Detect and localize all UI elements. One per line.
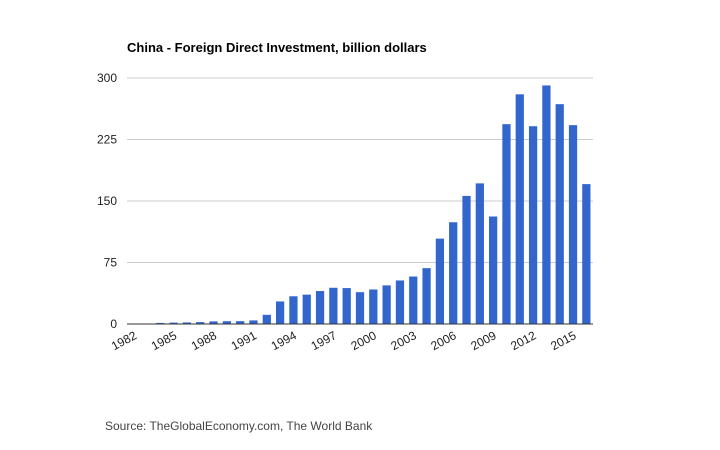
x-axis-ticks: 1982 1985 1988 1991 1994 1997 2000 2003 2006 2009… bbox=[109, 328, 579, 353]
y-tick-label: 75 bbox=[104, 256, 118, 270]
bar-1988 bbox=[209, 321, 218, 324]
y-tick-label: 225 bbox=[97, 133, 117, 147]
bars bbox=[129, 85, 591, 325]
bar-2014 bbox=[555, 104, 564, 325]
bar-2000 bbox=[369, 289, 378, 324]
chart-title: China - Foreign Direct Investment, billi… bbox=[127, 40, 427, 55]
bar-2006 bbox=[449, 222, 458, 324]
bar-1985 bbox=[169, 322, 178, 324]
x-tick-label: 1985 bbox=[149, 328, 179, 353]
bar-1987 bbox=[196, 322, 205, 324]
x-tick-label: 2003 bbox=[389, 328, 419, 353]
x-tick-label: 1982 bbox=[109, 328, 139, 353]
bar-1997 bbox=[329, 287, 338, 324]
bar-2008 bbox=[475, 183, 484, 324]
x-tick-label: 1994 bbox=[269, 328, 299, 353]
bar-1993 bbox=[275, 301, 285, 324]
y-tick-label: 150 bbox=[97, 194, 117, 208]
x-tick-label: 2006 bbox=[428, 328, 458, 353]
bar-1999 bbox=[355, 292, 365, 324]
bar-2012 bbox=[528, 126, 538, 324]
bar-1996 bbox=[315, 291, 325, 324]
bar-2011 bbox=[515, 94, 524, 325]
bar-2010 bbox=[502, 124, 511, 324]
bar-2002 bbox=[395, 280, 405, 324]
bar-2001 bbox=[382, 285, 391, 324]
bar-2004 bbox=[422, 268, 431, 324]
bar-2015 bbox=[568, 125, 578, 325]
bar-2009 bbox=[489, 216, 498, 324]
x-tick-label: 1988 bbox=[189, 328, 219, 353]
source-note: Source: TheGlobalEconomy.com, The World … bbox=[105, 419, 373, 433]
x-tick-label: 1997 bbox=[309, 328, 339, 353]
bar-1990 bbox=[236, 321, 245, 324]
x-tick-label: 2015 bbox=[548, 328, 578, 353]
bar-1995 bbox=[302, 294, 311, 324]
bar-1986 bbox=[182, 322, 192, 324]
bar-1992 bbox=[262, 314, 271, 324]
bar-1984 bbox=[156, 322, 165, 324]
bar-2013 bbox=[542, 85, 551, 324]
bar-1989 bbox=[222, 321, 231, 324]
y-axis-ticks: 0 75 150 225 300 bbox=[97, 71, 117, 331]
y-tick-label: 0 bbox=[110, 317, 117, 331]
bar-2016 bbox=[582, 184, 591, 324]
bar-1994 bbox=[289, 296, 298, 324]
x-tick-label: 1991 bbox=[229, 328, 259, 353]
bar-2005 bbox=[435, 238, 445, 324]
x-tick-label: 2009 bbox=[468, 328, 498, 353]
bar-1991 bbox=[249, 320, 258, 324]
x-tick-label: 2000 bbox=[349, 328, 379, 353]
y-tick-label: 300 bbox=[97, 71, 117, 85]
gridlines bbox=[127, 77, 593, 263]
bar-2003 bbox=[409, 276, 418, 324]
bar-1998 bbox=[342, 288, 351, 324]
x-tick-label: 2012 bbox=[508, 328, 538, 353]
bar-2007 bbox=[462, 195, 471, 324]
